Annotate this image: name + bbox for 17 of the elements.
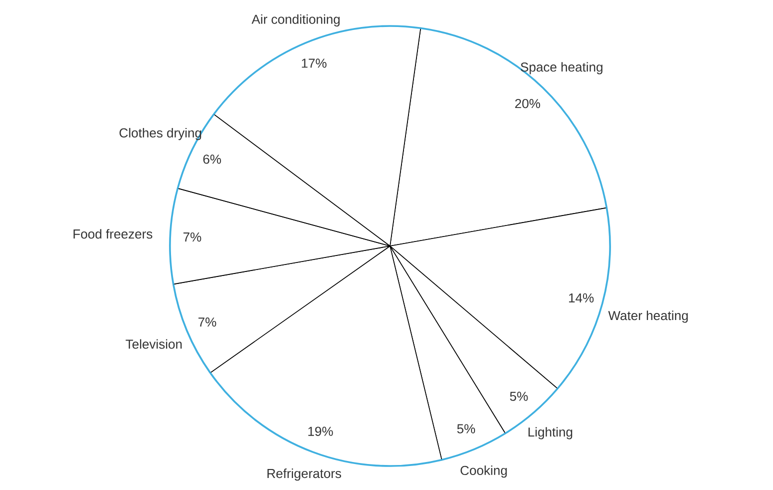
- data-label: 20%: [515, 98, 540, 108]
- slice-label: Space heating: [520, 62, 602, 74]
- data-label: 5%: [457, 424, 476, 434]
- slice-label: Television: [126, 339, 182, 349]
- slice-label: Air conditioning: [252, 14, 340, 26]
- slice-label: Lighting: [528, 427, 572, 440]
- slice-label: Food freezers: [74, 229, 152, 239]
- data-label: 14%: [569, 293, 594, 302]
- data-label: 17%: [302, 58, 326, 68]
- data-label: 5%: [510, 392, 528, 401]
- slice-label: Water heating: [608, 310, 688, 323]
- slice-label: Refrigerators: [268, 468, 342, 481]
- data-label: 7%: [198, 318, 216, 327]
- data-label: 7%: [183, 232, 202, 242]
- data-label: 19%: [308, 426, 333, 436]
- data-label: 6%: [203, 154, 221, 164]
- slice-label: Cooking: [460, 466, 507, 478]
